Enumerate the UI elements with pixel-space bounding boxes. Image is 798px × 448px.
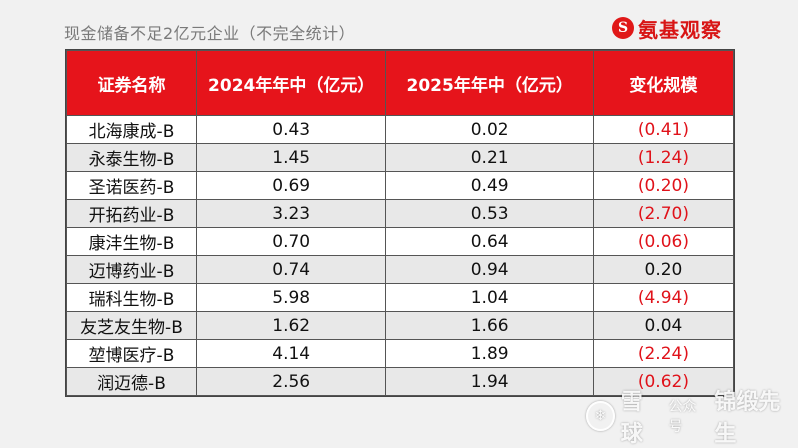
brand-mark-icon: S bbox=[612, 17, 634, 39]
header-2024-midyear: 2024年年中（亿元） bbox=[195, 50, 387, 116]
cell-2024-value: 1.62 bbox=[195, 311, 387, 340]
cell-2025-value: 0.64 bbox=[385, 227, 594, 256]
cell-security-name: 堃博医疗-B bbox=[66, 339, 197, 368]
table-row: 永泰生物-B 1.45 0.21 (1.24) bbox=[66, 143, 735, 172]
cell-change: (2.24) bbox=[592, 339, 735, 368]
cell-change: 0.20 bbox=[592, 255, 735, 284]
cell-2025-value: 0.21 bbox=[385, 143, 594, 172]
cell-2025-value: 1.04 bbox=[385, 283, 594, 312]
header-2025-midyear: 2025年年中（亿元） bbox=[385, 50, 594, 116]
table-row: 友芝友生物-B 1.62 1.66 0.04 bbox=[66, 311, 735, 340]
cell-2025-value: 0.49 bbox=[385, 171, 594, 200]
table-row: 圣诺医药-B 0.69 0.49 (0.20) bbox=[66, 171, 735, 200]
brand-logo: S 氨基观察 bbox=[612, 10, 722, 46]
cell-2024-value: 0.74 bbox=[195, 255, 387, 284]
cell-2025-value: 1.89 bbox=[385, 339, 594, 368]
cell-2024-value: 0.69 bbox=[195, 171, 387, 200]
cash-reserve-table: 证券名称 2024年年中（亿元） 2025年年中（亿元） 变化规模 北海康成-B… bbox=[66, 50, 735, 396]
header-change: 变化规模 bbox=[592, 50, 735, 116]
cell-2025-value: 0.02 bbox=[385, 115, 594, 144]
table-row: 开拓药业-B 3.23 0.53 (2.70) bbox=[66, 199, 735, 228]
cell-change: (0.62) bbox=[592, 367, 735, 396]
cell-change: 0.04 bbox=[592, 311, 735, 340]
table-row: 瑞科生物-B 5.98 1.04 (4.94) bbox=[66, 283, 735, 312]
cell-2024-value: 0.43 bbox=[195, 115, 387, 144]
watermark-author: 锦缎先生 bbox=[714, 390, 781, 447]
cell-security-name: 开拓药业-B bbox=[66, 199, 197, 228]
cell-2024-value: 0.70 bbox=[195, 227, 387, 256]
page-subtitle: 现金储备不足2亿元企业（不完全统计） bbox=[64, 24, 356, 43]
table-row: 润迈德-B 2.56 1.94 (0.62) bbox=[66, 367, 735, 396]
cell-change: (4.94) bbox=[592, 283, 735, 312]
cell-security-name: 润迈德-B bbox=[66, 367, 197, 396]
cell-2024-value: 1.45 bbox=[195, 143, 387, 172]
cell-security-name: 瑞科生物-B bbox=[66, 283, 197, 312]
watermark-small: 公众号 bbox=[668, 399, 697, 435]
table-row: 康沣生物-B 0.70 0.64 (0.06) bbox=[66, 227, 735, 256]
cell-2024-value: 5.98 bbox=[195, 283, 387, 312]
header-security-name: 证券名称 bbox=[66, 50, 197, 116]
cell-change: (2.70) bbox=[592, 199, 735, 228]
table-header-row: 证券名称 2024年年中（亿元） 2025年年中（亿元） 变化规模 bbox=[66, 50, 735, 116]
cell-security-name: 迈博药业-B bbox=[66, 255, 197, 284]
table-row: 迈博药业-B 0.74 0.94 0.20 bbox=[66, 255, 735, 284]
cell-2024-value: 3.23 bbox=[195, 199, 387, 228]
cell-2024-value: 2.56 bbox=[195, 367, 387, 396]
cell-security-name: 康沣生物-B bbox=[66, 227, 197, 256]
cell-security-name: 永泰生物-B bbox=[66, 143, 197, 172]
watermark: ❄ 雪球 公众号 锦缎先生 bbox=[586, 384, 798, 448]
cell-security-name: 北海康成-B bbox=[66, 115, 197, 144]
cell-2025-value: 1.66 bbox=[385, 311, 594, 340]
cell-2025-value: 0.53 bbox=[385, 199, 594, 228]
cell-2025-value: 1.94 bbox=[385, 367, 594, 396]
table-row: 北海康成-B 0.43 0.02 (0.41) bbox=[66, 115, 735, 144]
watermark-site: 雪球 bbox=[620, 390, 643, 447]
cell-2025-value: 0.94 bbox=[385, 255, 594, 284]
cell-security-name: 圣诺医药-B bbox=[66, 171, 197, 200]
cell-change: (0.41) bbox=[592, 115, 735, 144]
cell-2024-value: 4.14 bbox=[195, 339, 387, 368]
cell-security-name: 友芝友生物-B bbox=[66, 311, 197, 340]
table-row: 堃博医疗-B 4.14 1.89 (2.24) bbox=[66, 339, 735, 368]
brand-name: 氨基观察 bbox=[638, 17, 722, 42]
cell-change: (1.24) bbox=[592, 143, 735, 172]
cell-change: (0.06) bbox=[592, 227, 735, 256]
cell-change: (0.20) bbox=[592, 171, 735, 200]
